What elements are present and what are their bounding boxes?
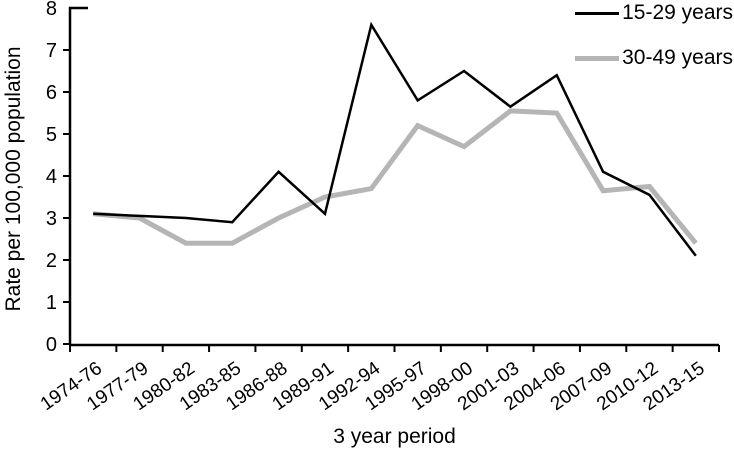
y-axis-tick-label: 3 bbox=[46, 208, 57, 230]
legend-line-sample-black bbox=[575, 11, 620, 15]
y-axis-tick-label: 5 bbox=[46, 124, 57, 146]
legend-item-30-49-years: 30-49 years bbox=[575, 46, 733, 70]
y-axis-tick-label: 8 bbox=[46, 0, 57, 20]
x-axis-title: 3 year period bbox=[333, 425, 456, 448]
y-axis-tick-label: 6 bbox=[46, 82, 57, 104]
legend-item-15-29-years: 15-29 years bbox=[575, 1, 733, 25]
series-line-15-29-years bbox=[93, 21, 697, 257]
y-axis-line bbox=[68, 6, 88, 345]
legend: 15-29 years 30-49 years bbox=[575, 1, 733, 70]
y-axis-tick-label: 4 bbox=[46, 166, 57, 188]
y-axis-tick-label: 2 bbox=[46, 250, 57, 272]
legend-label: 30-49 years bbox=[622, 46, 733, 69]
y-axis-title: Rate per 100,000 population bbox=[2, 46, 25, 312]
legend-line-sample-gray bbox=[575, 55, 620, 61]
y-axis-tick-label: 0 bbox=[46, 334, 57, 356]
y-axis-tick-label: 1 bbox=[46, 292, 57, 314]
series-line-30-49-years bbox=[92, 108, 698, 246]
y-axis-tick-label: 7 bbox=[46, 40, 57, 62]
legend-label: 15-29 years bbox=[622, 1, 733, 24]
